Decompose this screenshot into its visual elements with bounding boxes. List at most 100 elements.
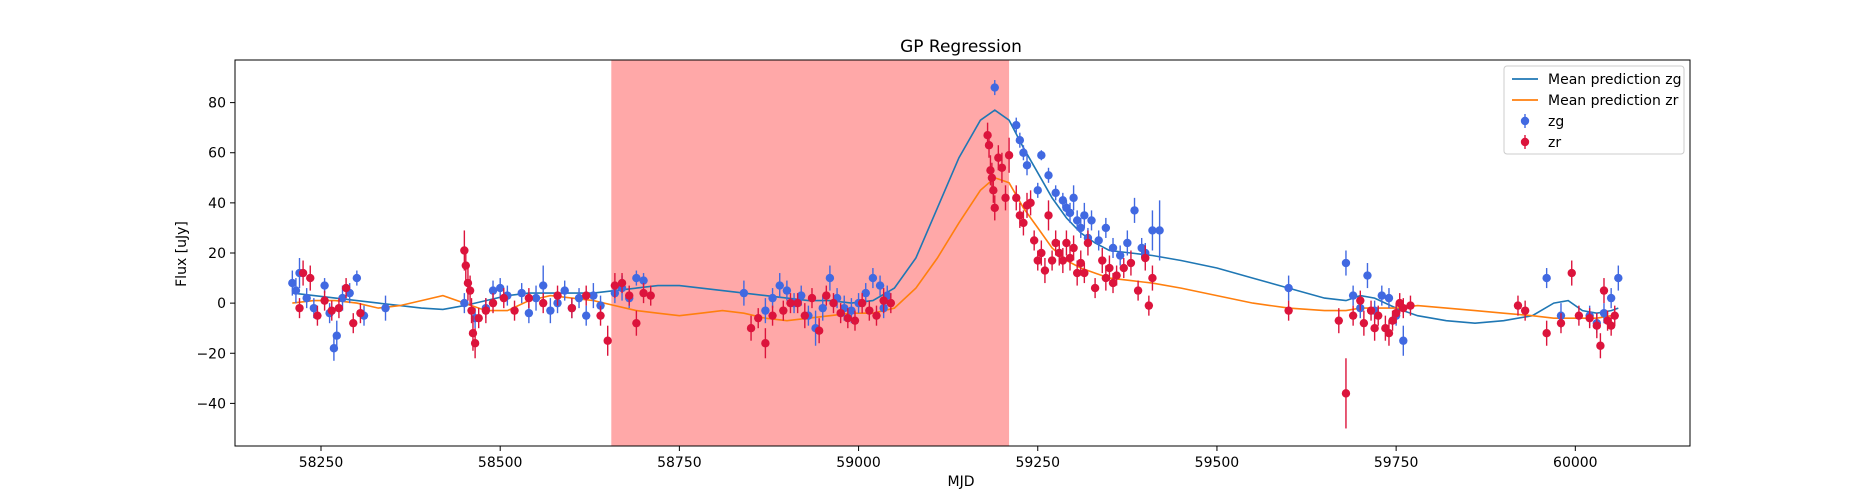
data-point-zg-80	[1130, 206, 1139, 215]
chart-title: GP Regression	[900, 37, 1022, 57]
data-point-zg-69	[1069, 193, 1078, 203]
data-point-zr-114	[1513, 301, 1523, 310]
data-point-zg-84	[1155, 226, 1164, 235]
data-point-zr-15	[468, 329, 478, 338]
data-point-zg-86	[1341, 258, 1351, 268]
data-point-zr-32	[632, 318, 641, 328]
x-tick-label-3: 59000	[836, 455, 881, 471]
x-tick-label-7: 60000	[1553, 455, 1598, 471]
data-point-zr-20	[499, 293, 508, 303]
data-point-zr-101	[1348, 311, 1358, 320]
data-point-zg-91	[1377, 291, 1386, 300]
data-point-zg-58	[1012, 120, 1021, 130]
data-point-zr-46	[829, 298, 838, 308]
data-point-zr-24	[553, 291, 562, 300]
data-point-zr-11	[461, 261, 470, 270]
data-point-zr-103	[1359, 318, 1369, 328]
x-axis-label: MJD	[948, 474, 975, 490]
data-point-zr-119	[1574, 311, 1584, 320]
data-point-zg-54	[875, 281, 885, 290]
data-point-zr-108	[1384, 329, 1394, 338]
data-point-zg-3	[302, 293, 311, 303]
data-point-zg-66	[1058, 196, 1068, 205]
data-point-zr-3	[313, 311, 322, 320]
data-point-zr-74	[1044, 211, 1053, 220]
legend-label-2: zg	[1548, 114, 1564, 130]
data-point-zr-43	[807, 293, 817, 303]
data-point-zr-19	[488, 298, 498, 308]
data-point-zg-29	[582, 311, 591, 320]
plot-area: 58250 58500 58750 59000 59250 59500 59750 60000…	[196, 59, 1691, 471]
data-point-zr-66	[1015, 211, 1025, 220]
data-point-zr-37	[761, 339, 770, 348]
data-point-zr-120	[1585, 313, 1594, 323]
data-point-zg-83	[1148, 226, 1157, 235]
data-point-zg-17	[488, 286, 498, 295]
data-point-zr-122	[1596, 341, 1605, 350]
data-point-zg-62	[1033, 186, 1042, 195]
data-point-zr-22	[524, 293, 534, 303]
data-point-zr-92	[1119, 263, 1128, 273]
data-point-zr-31	[625, 291, 634, 300]
data-point-zg-61	[1022, 161, 1032, 170]
data-point-zg-41	[782, 286, 792, 295]
data-point-zg-26	[560, 286, 569, 295]
data-point-zr-115	[1520, 306, 1530, 315]
data-point-zr-12	[463, 278, 473, 288]
data-point-zr-62	[997, 163, 1007, 172]
data-point-zg-30	[589, 291, 598, 300]
data-point-zg-20	[517, 288, 526, 298]
data-point-zg-65	[1051, 188, 1060, 198]
data-point-zr-56	[984, 141, 994, 150]
x-tick-label-6: 59750	[1374, 455, 1419, 471]
data-point-zr-18	[481, 306, 491, 315]
data-point-zr-105	[1370, 323, 1379, 333]
data-point-zg-5	[320, 281, 329, 290]
data-point-zg-79	[1123, 238, 1132, 248]
data-point-zg-9	[338, 293, 347, 303]
data-point-zg-95	[1542, 273, 1551, 283]
data-point-zg-43	[797, 291, 806, 300]
data-point-zr-72	[1037, 248, 1046, 258]
y-axis-label: Flux [uJy]	[174, 221, 190, 287]
data-point-zr-47	[836, 308, 845, 318]
data-point-zr-118	[1567, 268, 1576, 278]
legend-swatch-2	[1520, 116, 1530, 126]
data-point-zr-10	[460, 246, 469, 255]
data-point-zr-123	[1599, 286, 1609, 295]
data-point-zr-64	[1004, 151, 1014, 160]
data-point-zg-68	[1065, 208, 1075, 218]
data-point-zg-63	[1037, 151, 1046, 160]
data-point-zr-60	[990, 203, 999, 213]
data-point-zr-17	[474, 313, 483, 323]
data-point-zr-33	[639, 288, 648, 298]
data-point-zr-8	[349, 318, 358, 328]
data-point-zg-53	[868, 273, 878, 283]
data-point-zr-90	[1108, 278, 1118, 288]
x-tick-label-5: 59500	[1195, 455, 1240, 471]
legend: Mean prediction zg Mean prediction zr zg zr	[1503, 65, 1685, 155]
data-point-zg-92	[1384, 293, 1394, 303]
data-point-zr-55	[983, 130, 992, 140]
legend-label-0: Mean prediction zg	[1548, 72, 1682, 88]
data-point-zg-22	[531, 293, 541, 303]
data-point-zr-98	[1284, 306, 1293, 315]
data-point-zr-52	[872, 311, 881, 320]
legend-label-1: Mean prediction zr	[1548, 93, 1679, 109]
data-point-zg-39	[768, 293, 777, 303]
legend-box	[1503, 65, 1685, 155]
data-point-zr-29	[610, 281, 620, 290]
data-point-zr-121	[1592, 321, 1602, 330]
data-point-zr-30	[617, 278, 627, 288]
data-point-zr-41	[793, 298, 802, 308]
y-tick-label-1: −20	[196, 346, 226, 362]
data-point-zr-93	[1126, 258, 1136, 268]
data-point-zg-1	[291, 286, 301, 295]
data-point-zr-40	[786, 298, 795, 308]
data-point-zg-47	[825, 273, 835, 283]
data-point-zg-94	[1399, 336, 1408, 345]
data-point-zg-100	[1606, 293, 1616, 303]
data-point-zg-4	[309, 303, 319, 313]
data-point-zr-113	[1406, 301, 1415, 310]
x-tick-label-0: 58250	[299, 455, 344, 471]
